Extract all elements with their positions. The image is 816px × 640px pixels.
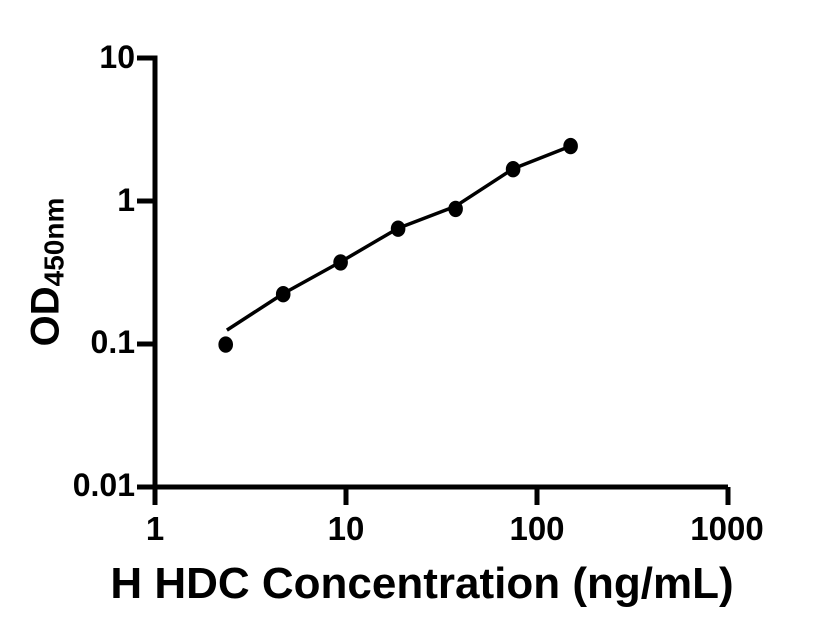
y-axis-title-main: OD [23, 286, 68, 347]
x-tick-label-10: 10 [327, 510, 365, 547]
y-tick-label-0.1: 0.1 [90, 324, 135, 360]
y-tick-label-10: 10 [99, 39, 135, 75]
y-tick-label-1: 1 [117, 182, 135, 218]
data-point [218, 336, 233, 353]
data-point [505, 161, 521, 178]
x-tick-label-100: 100 [509, 510, 565, 547]
data-point [448, 200, 463, 218]
data-point [390, 220, 406, 237]
y-axis-title-subscript: 450nm [38, 197, 70, 287]
y-axis-title: OD450nm [23, 197, 70, 347]
data-point [333, 254, 348, 271]
x-tick-label-1: 1 [145, 510, 165, 547]
data-point [563, 137, 578, 155]
data-point [275, 286, 291, 303]
x-axis-title: H HDC Concentration (ng/mL) [110, 559, 734, 608]
y-tick-label-0.01: 0.01 [72, 467, 135, 503]
x-tick-label-1000: 1000 [690, 510, 764, 547]
